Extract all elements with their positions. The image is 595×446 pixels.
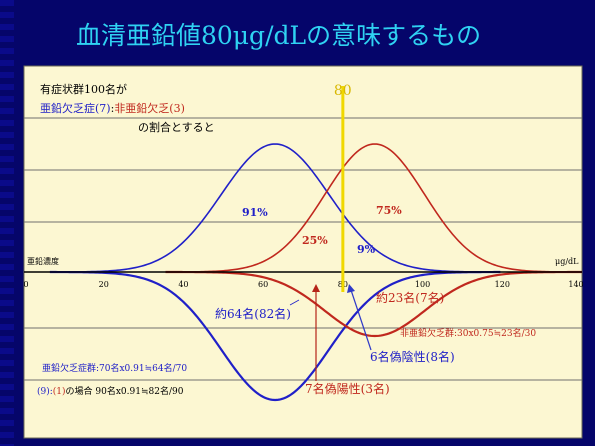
nondeficient-calc: 非亜鉛欠乏群:30x0.75≒23名/30	[400, 327, 536, 339]
background-stripe	[0, 0, 14, 446]
x-tick-label: 40	[178, 280, 188, 289]
case-mid: (1)	[53, 386, 66, 397]
annotations: 有症状群100名が 亜鉛欠乏症(7):非亜鉛欠乏(3) の割合とすると 約64名…	[37, 82, 536, 397]
case-suffix: の場合 90名x0.91≒82名/90	[66, 385, 184, 397]
cutoff-marker: 80	[334, 83, 352, 292]
x-axis: 亜鉛濃度 μg/dL 020406080100120140	[23, 256, 583, 289]
area-labels: 91% 9% 25% 75%	[242, 204, 402, 256]
case-prefix: (9):	[37, 386, 53, 397]
chart-panel	[23, 65, 583, 439]
false-positive-label: 7名偽陽性(3名)	[305, 381, 390, 396]
slide-title: 血清亜鉛値80μg/dLの意味するもの	[76, 21, 482, 50]
deficient-curve-lower	[49, 270, 501, 402]
count-64-label: 約64名(82名)	[215, 306, 291, 321]
x-tick-label: 120	[495, 280, 510, 289]
deficient-curve-upper	[49, 143, 501, 273]
x-tick-label: 20	[99, 280, 109, 289]
gridlines	[24, 117, 582, 381]
case-line: (9):(1)の場合 90名x0.91≒82名/90	[37, 385, 184, 397]
false-negative-arrow	[350, 289, 372, 351]
false-positive-arrowhead	[312, 284, 320, 292]
x-tick-label: 60	[258, 280, 268, 289]
intro-line-2: 亜鉛欠乏症(7):非亜鉛欠乏(3)	[40, 101, 185, 115]
x-unit-label: μg/dL	[555, 257, 579, 266]
count-64-leader	[289, 299, 300, 306]
false-negative-label: 6名偽陰性(8名)	[370, 349, 455, 364]
intro-nondeficient-label: 非亜鉛欠乏(3)	[114, 101, 185, 115]
area-label-blue_left: 91%	[242, 206, 268, 219]
nondeficient-curve-upper	[165, 143, 583, 273]
intro-line-1: 有症状群100名が	[40, 82, 127, 96]
area-label-blue_right: 9%	[357, 243, 376, 256]
x-tick-label: 140	[568, 280, 583, 289]
intro-line-3: の割合とすると	[138, 120, 215, 134]
count-23-label: 約23名(7名)	[376, 290, 444, 305]
area-label-red_left: 25%	[302, 234, 328, 247]
false-negative-arrowhead	[347, 284, 355, 293]
intro-deficient-label: 亜鉛欠乏症(7)	[40, 101, 111, 115]
annotation-arrows	[289, 284, 372, 381]
x-tick-label: 0	[23, 280, 28, 289]
curves	[49, 143, 583, 402]
deficient-calc: 亜鉛欠乏症群:70名x0.91≒64名/70	[42, 362, 187, 374]
nondeficient-curve-lower	[165, 270, 582, 338]
cutoff-label: 80	[334, 83, 352, 99]
area-label-red_right: 75%	[376, 204, 402, 217]
x-tick-label: 100	[415, 280, 430, 289]
x-axis-label: 亜鉛濃度	[27, 256, 59, 266]
intro-colon: :	[111, 102, 115, 115]
